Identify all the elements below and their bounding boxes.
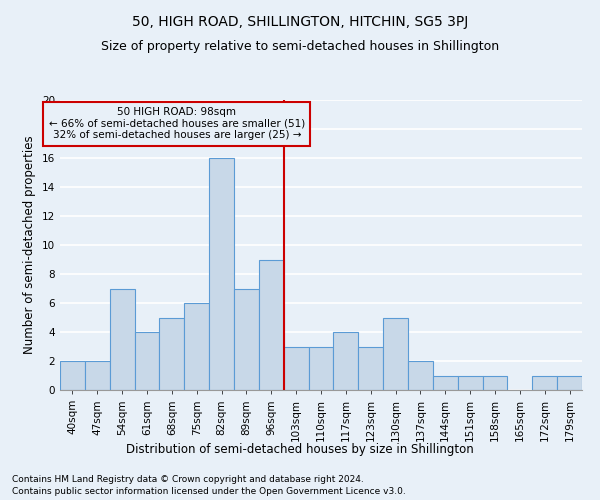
Bar xyxy=(134,332,160,390)
Bar xyxy=(308,346,334,390)
Bar xyxy=(234,288,259,390)
Bar xyxy=(383,318,408,390)
Bar xyxy=(408,361,433,390)
Text: Contains HM Land Registry data © Crown copyright and database right 2024.: Contains HM Land Registry data © Crown c… xyxy=(12,475,364,484)
Bar xyxy=(184,303,209,390)
Text: 50, HIGH ROAD, SHILLINGTON, HITCHIN, SG5 3PJ: 50, HIGH ROAD, SHILLINGTON, HITCHIN, SG5… xyxy=(132,15,468,29)
Bar xyxy=(557,376,582,390)
Text: Size of property relative to semi-detached houses in Shillington: Size of property relative to semi-detach… xyxy=(101,40,499,53)
Bar xyxy=(160,318,184,390)
Text: Contains public sector information licensed under the Open Government Licence v3: Contains public sector information licen… xyxy=(12,488,406,496)
Bar xyxy=(209,158,234,390)
Bar xyxy=(334,332,358,390)
Bar xyxy=(458,376,482,390)
Text: Distribution of semi-detached houses by size in Shillington: Distribution of semi-detached houses by … xyxy=(126,442,474,456)
Bar xyxy=(85,361,110,390)
Bar xyxy=(284,346,308,390)
Bar xyxy=(110,288,134,390)
Y-axis label: Number of semi-detached properties: Number of semi-detached properties xyxy=(23,136,37,354)
Bar xyxy=(482,376,508,390)
Bar xyxy=(60,361,85,390)
Bar xyxy=(259,260,284,390)
Bar xyxy=(532,376,557,390)
Text: 50 HIGH ROAD: 98sqm
← 66% of semi-detached houses are smaller (51)
32% of semi-d: 50 HIGH ROAD: 98sqm ← 66% of semi-detach… xyxy=(49,108,305,140)
Bar xyxy=(433,376,458,390)
Bar xyxy=(358,346,383,390)
